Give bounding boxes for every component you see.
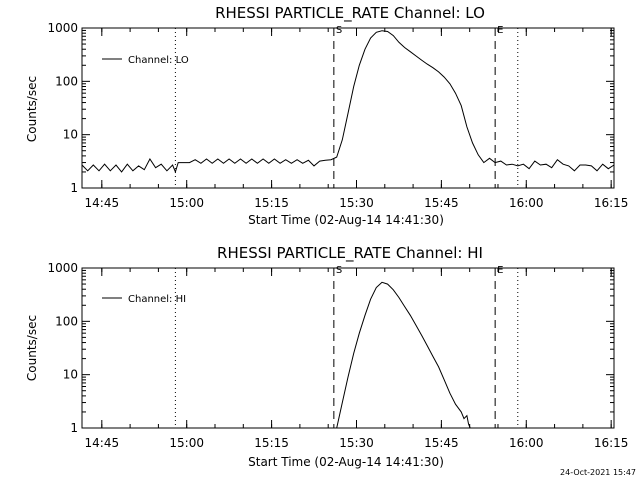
y-tick-label: 1000 [47,21,78,35]
x-axis-label: Start Time (02-Aug-14 14:41:30) [248,455,444,469]
x-tick-label: 16:00 [509,196,544,210]
x-tick-label: 15:00 [169,436,204,450]
x-tick-label: 16:15 [594,436,629,450]
x-tick-label: 15:15 [254,436,289,450]
legend-label: Channel: LO [128,55,189,66]
y-axis-label: Counts/sec [25,76,39,142]
y-tick-label: 1 [70,421,78,435]
chart-title: RHESSI PARTICLE_RATE Channel: LO [215,4,485,23]
legend: Channel: LO [102,55,189,66]
y-tick-label: 1 [70,181,78,195]
y-axis-label: Counts/sec [25,315,39,381]
x-tick-label: 15:30 [339,196,374,210]
plot-frame [81,267,615,429]
x-tick-label: 15:45 [424,436,459,450]
series-line [81,30,615,174]
x-tick-label: 14:45 [85,436,120,450]
marker-label-s: S [336,265,342,276]
x-tick-label: 14:45 [85,196,120,210]
panel-hi: RHESSI PARTICLE_RATE Channel: HI Counts/… [25,244,628,469]
marker-label-e: E [497,265,503,276]
legend-label: Channel: HI [128,294,186,305]
y-tick-label: 100 [55,74,78,88]
marker-label-e: E [497,25,503,36]
x-tick-label: 15:30 [339,436,374,450]
x-tick-label: 15:00 [169,196,204,210]
plot-frame [81,27,615,189]
x-tick-label: 16:00 [509,436,544,450]
x-tick-label: 16:15 [594,196,629,210]
y-tick-label: 100 [55,314,78,328]
series-line [336,281,471,429]
x-tick-label: 15:45 [424,196,459,210]
chart-marks: 1 10 100 1000 14:45 15:00 15:15 15:30 15:45 16:00… [47,261,628,450]
marker-label-s: S [336,25,342,36]
timestamp: 24-Oct-2021 15:47 [560,468,636,477]
chart-marks: 1 10 100 1000 14:45 15:00 15:15 15:30 15:45 16:00… [47,21,628,210]
y-tick-label: 1000 [47,261,78,275]
legend: Channel: HI [102,294,186,305]
chart-title: RHESSI PARTICLE_RATE Channel: HI [217,244,483,263]
x-axis-label: Start Time (02-Aug-14 14:41:30) [248,213,444,227]
x-tick-label: 15:15 [254,196,289,210]
panel-lo: RHESSI PARTICLE_RATE Channel: LO Counts/… [25,4,628,227]
y-tick-label: 10 [63,128,78,142]
y-tick-label: 10 [63,368,78,382]
